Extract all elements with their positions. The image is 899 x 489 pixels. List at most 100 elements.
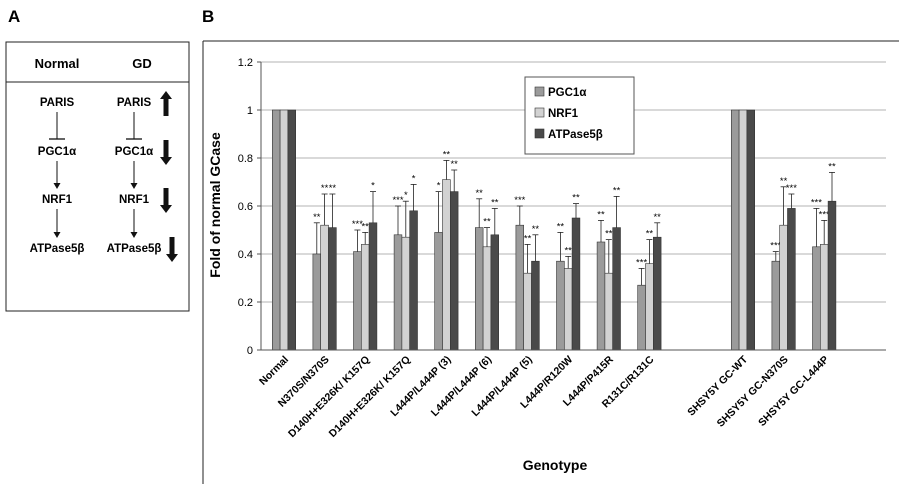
significance-label: **: [597, 209, 605, 220]
significance-label: ***: [770, 241, 781, 252]
significance-label: ***: [636, 257, 647, 268]
bar: [771, 260, 781, 351]
significance-label: *: [404, 190, 408, 201]
significance-label: **: [443, 149, 451, 160]
bar: [645, 263, 654, 351]
x-category-label: SHSY5Y GC-L444P: [756, 354, 831, 429]
bar: [563, 268, 573, 351]
significance-label: **: [475, 188, 483, 199]
significance-label: **: [605, 229, 613, 240]
bar: [738, 109, 748, 351]
pathway-node: NRF1: [119, 194, 150, 206]
significance-label: **: [557, 221, 565, 232]
pathway-node: PARIS: [40, 97, 75, 109]
bar: [271, 109, 281, 351]
significance-label: ***: [392, 195, 403, 206]
significance-label: **: [780, 176, 788, 187]
bar: [393, 234, 403, 351]
bar: [401, 236, 410, 351]
significance-label: **: [361, 221, 369, 232]
y-axis-title: Fold of normal GCase: [207, 132, 223, 278]
arrowhead-icon: [53, 232, 61, 238]
bar: [612, 227, 621, 351]
significance-label: **: [564, 245, 572, 256]
bar: [523, 272, 532, 351]
chart-legend: PGC1α NRF1 ATPase5β: [524, 76, 635, 155]
bar: [328, 227, 337, 351]
pathway-node: NRF1: [42, 194, 73, 206]
up-arrow-icon: [160, 91, 172, 116]
significance-label: **: [524, 233, 532, 244]
panel-b-letter: B: [202, 7, 214, 26]
y-tick-label: 0.2: [238, 297, 253, 309]
bar: [637, 284, 646, 351]
down-arrow-icon: [160, 188, 172, 213]
significance-label: ***: [514, 195, 525, 206]
x-category-label: SHSY5Y GC-N370S: [715, 354, 791, 430]
significance-label: **: [329, 183, 337, 194]
bar: [312, 253, 321, 351]
bar: [827, 200, 837, 351]
bar: [652, 236, 662, 351]
down-arrow-icon: [166, 237, 178, 262]
down-arrow-icon: [160, 140, 172, 165]
panel-a-letter: A: [8, 7, 20, 26]
significance-label: **: [313, 212, 321, 223]
bar: [442, 179, 451, 351]
y-tick-label: 1.2: [238, 57, 253, 69]
bar: [409, 210, 418, 351]
significance-label: **: [646, 229, 654, 240]
y-tick-label: 0.8: [238, 153, 253, 165]
arrowhead-icon: [130, 232, 138, 238]
pathway-diagram: PARIS PGC1α NRF1 ATPase5β PARIS PGC1α NRF1 ATPa…: [30, 91, 178, 262]
significance-label: ***: [786, 183, 797, 194]
bar: [730, 109, 740, 351]
panel-b: B 00.20.40.60.811.2 ********************…: [202, 7, 899, 484]
significance-label: **: [483, 217, 491, 228]
bar: [449, 191, 459, 351]
bar: [819, 244, 829, 351]
significance-label: **: [321, 183, 329, 194]
y-tick-label: 0: [247, 345, 253, 357]
legend-swatch: [534, 128, 545, 139]
x-category-label: D140H+E326K/ K157Q: [327, 354, 413, 440]
bar: [596, 241, 606, 351]
significance-label: ***: [819, 209, 830, 220]
significance-label: **: [532, 224, 540, 235]
y-axis-ticks: 0 0.2 0.4 0.6 0.8 1 1.2: [238, 57, 261, 357]
x-category-label: D140H+E326K/ K157Q: [286, 354, 372, 440]
arrowhead-icon: [130, 183, 138, 189]
bar: [434, 232, 443, 351]
significance-label: **: [572, 193, 580, 204]
x-axis-title: Genotype: [523, 457, 588, 473]
significance-label: **: [653, 212, 661, 223]
significance-label: ***: [352, 219, 363, 230]
bar: [812, 246, 821, 351]
panel-a-box: [5, 41, 190, 312]
bar: [320, 224, 329, 351]
pathway-node: ATPase5β: [30, 243, 85, 255]
bar: [474, 227, 484, 351]
bar: [779, 224, 788, 351]
significance-label: **: [828, 161, 836, 172]
bar: [368, 222, 378, 351]
bar: [571, 217, 581, 351]
bar: [515, 224, 525, 351]
significance-label: *: [371, 181, 375, 192]
bar: [353, 251, 362, 351]
arrowhead-icon: [53, 183, 61, 189]
pathway-node: ATPase5β: [107, 243, 162, 255]
pathway-node: PGC1α: [115, 146, 153, 158]
significance-label: **: [491, 197, 499, 208]
bar: [604, 272, 614, 351]
bar: [360, 244, 370, 351]
bar: [490, 234, 499, 351]
significance-label: **: [613, 185, 621, 196]
bar: [746, 109, 756, 351]
legend-label: ATPase5β: [548, 129, 603, 141]
y-tick-label: 0.4: [238, 249, 253, 261]
bar: [482, 246, 492, 351]
y-tick-label: 0.6: [238, 201, 253, 213]
